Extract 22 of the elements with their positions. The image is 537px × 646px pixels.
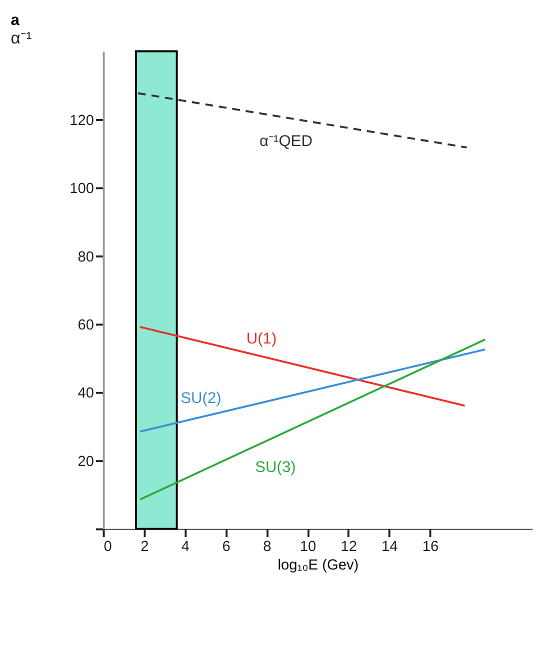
x-tick-label: 6: [222, 538, 230, 555]
y-tick-label: 20: [78, 454, 94, 470]
y-tick-label: 60: [78, 318, 94, 334]
series-label: U(1): [246, 330, 277, 348]
x-tick-label: 12: [340, 538, 357, 555]
y-tick-label: 100: [70, 181, 94, 198]
y-tick-label: 120: [70, 112, 94, 129]
x-tick-label: 2: [140, 538, 149, 555]
y-tick-label: 40: [78, 386, 94, 402]
x-tick-label: 8: [263, 538, 272, 555]
x-tick-label: 16: [422, 538, 439, 555]
x-tick-label: 14: [382, 538, 398, 555]
series-label: SU(2): [180, 390, 222, 408]
chart-title: a: [10, 12, 20, 29]
x-axis-title: log₁₀E (Gev): [278, 557, 359, 574]
series-label: SU(3): [255, 458, 296, 476]
x-tick-label: 4: [181, 538, 190, 555]
series-label: α⁻¹QED: [259, 132, 312, 150]
y-tick-label: 80: [78, 249, 94, 266]
x-tick-label: 10: [300, 538, 316, 555]
y-axis-title: α⁻¹: [10, 28, 32, 48]
x-tick-label: 0: [104, 538, 112, 555]
